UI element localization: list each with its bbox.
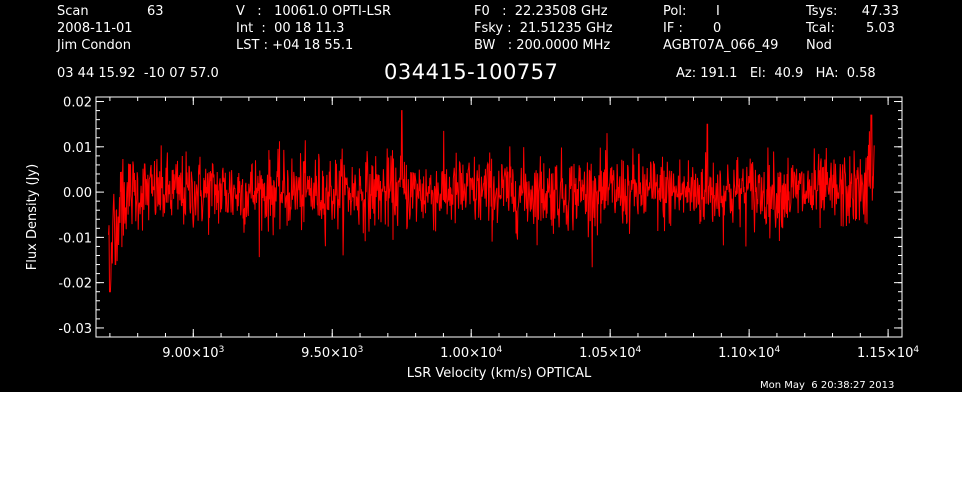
y-axis-label: Flux Density (Jy) — [25, 164, 40, 270]
spectrum-trace-layer — [108, 110, 875, 293]
x-tick-label: 9.50×103 — [301, 345, 363, 361]
rest-frequency-line: F0 : 22.23508 GHz — [474, 4, 608, 19]
sky-frequency-line: Fsky : 21.51235 GHz — [474, 21, 613, 36]
integration-line: Int : 00 18 11.3 — [236, 21, 345, 36]
x-tick-label: 1.00×104 — [440, 345, 502, 361]
x-tick-label: 1.15×104 — [857, 345, 919, 361]
if-label: IF : — [663, 21, 683, 36]
plot-axes: 0.02 0.01 0.00 -0.01 -0.02 -0.03 9.00×103 9.50×… — [25, 96, 919, 381]
y-tick-label: -0.01 — [58, 231, 92, 246]
tcal-label: Tcal: — [806, 21, 835, 36]
bandwidth-line: BW : 200.0000 MHz — [474, 38, 611, 53]
x-axis-label: LSR Velocity (km/s) OPTICAL — [407, 366, 592, 381]
source-name: 034415-100757 — [384, 60, 559, 84]
az-el-ha-line: Az: 191.1 El: 40.9 HA: 0.58 — [676, 66, 876, 81]
polarization-value: I — [716, 4, 720, 19]
y-tick-label: 0.01 — [63, 141, 92, 156]
y-tick-label: -0.02 — [58, 277, 92, 292]
observing-mode: Nod — [806, 38, 832, 53]
plot-timestamp: Mon May 6 20:38:27 2013 — [760, 380, 895, 391]
tsys-value: 47.33 — [861, 4, 899, 19]
x-tick-label: 1.05×104 — [579, 345, 641, 361]
if-value: 0 — [713, 21, 722, 36]
y-tick-label: -0.03 — [58, 322, 92, 337]
x-tick-label: 9.00×103 — [162, 345, 224, 361]
observation-date: 2008-11-01 — [57, 21, 133, 36]
polarization-label: Pol: — [663, 4, 687, 19]
scan-label: Scan — [57, 4, 89, 19]
velocity-line: V : 10061.0 OPTI-LSR — [236, 4, 392, 19]
spectrum-line — [108, 110, 875, 293]
y-tick-label: 0.00 — [63, 186, 92, 201]
tcal-value: 5.03 — [866, 21, 895, 36]
spectrum-plot: 0.02 0.01 0.00 -0.01 -0.02 -0.03 9.00×103 9.50×… — [25, 96, 919, 381]
observer-name: Jim Condon — [57, 38, 131, 53]
plot-window: Scan 63 2008-11-01 Jim Condon V : 10061.… — [0, 0, 962, 392]
lst-line: LST : +04 18 55.1 — [236, 38, 354, 53]
x-tick-label: 1.10×104 — [718, 345, 780, 361]
y-tick-label: 0.02 — [63, 96, 92, 111]
tsys-label: Tsys: — [806, 4, 838, 19]
scan-number: 63 — [147, 4, 164, 19]
source-coordinates: 03 44 15.92 -10 07 57.0 — [57, 66, 219, 81]
project-id: AGBT07A_066_49 — [663, 38, 779, 53]
